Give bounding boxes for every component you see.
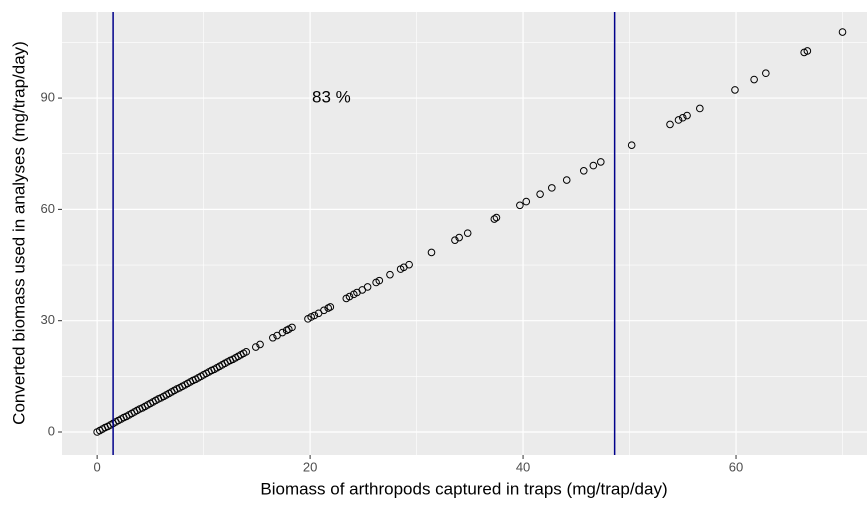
point — [562, 176, 571, 184]
point — [463, 229, 472, 237]
point — [455, 233, 463, 242]
point — [269, 333, 277, 342]
point — [363, 283, 372, 291]
y-tick-label: 0 — [48, 423, 55, 438]
point — [310, 311, 319, 320]
point — [427, 248, 436, 257]
point — [320, 306, 328, 315]
x-tick-label: 20 — [303, 459, 317, 474]
point — [750, 75, 758, 84]
point — [288, 323, 296, 332]
point — [242, 348, 251, 356]
point — [490, 215, 499, 223]
x-tick-label: 0 — [94, 459, 101, 474]
point — [492, 213, 501, 222]
point — [627, 141, 636, 149]
point — [516, 201, 524, 210]
point — [522, 197, 531, 206]
point — [251, 343, 260, 351]
point — [405, 260, 413, 269]
point — [803, 47, 812, 55]
annotation: 83 % — [312, 88, 351, 107]
point — [731, 86, 739, 94]
point — [386, 270, 394, 279]
point — [326, 303, 335, 311]
x-tick-label: 60 — [729, 459, 743, 474]
point — [678, 113, 687, 122]
point — [548, 184, 556, 192]
point — [696, 104, 704, 113]
point — [596, 158, 605, 166]
point — [589, 161, 598, 170]
point — [451, 236, 459, 244]
point — [536, 190, 544, 198]
y-tick-label: 90 — [41, 90, 55, 105]
point — [674, 116, 683, 124]
point — [345, 292, 354, 301]
point — [256, 340, 264, 349]
point — [375, 276, 384, 285]
x-axis-title: Biomass of arthropods captured in traps … — [260, 479, 667, 498]
point — [683, 111, 691, 120]
x-tick-label: 40 — [516, 459, 530, 474]
point — [278, 328, 287, 337]
point — [666, 120, 674, 129]
y-tick-label: 30 — [41, 312, 55, 327]
y-tick-label: 60 — [41, 201, 55, 216]
y-axis-title: Converted biomass used in analyses (mg/t… — [9, 41, 28, 425]
point — [579, 166, 588, 175]
point — [762, 69, 770, 78]
point — [838, 28, 847, 36]
